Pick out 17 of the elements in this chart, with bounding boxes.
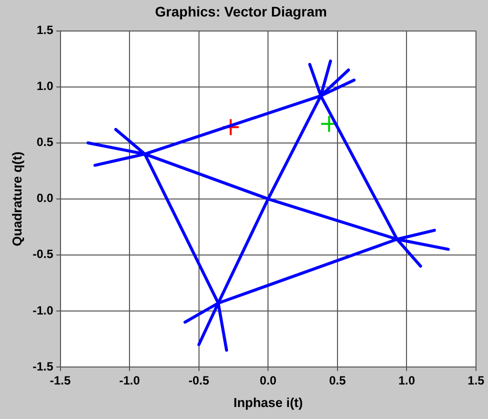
x-tick-label: -1.0	[119, 374, 140, 388]
y-tick-label: 0.5	[36, 135, 54, 150]
y-tick-label: 1.0	[36, 79, 54, 94]
x-tick-label: -1.5	[50, 374, 71, 388]
y-tick-label: -1.0	[32, 303, 54, 318]
y-tick-label: 0.0	[36, 191, 54, 206]
x-tick-label: -0.5	[188, 374, 210, 388]
x-tick-label: 0.0	[260, 374, 277, 388]
y-tick-label: -0.5	[32, 247, 54, 262]
x-tick-label: 1.5	[468, 374, 485, 388]
chart-title: Graphics: Vector Diagram	[155, 3, 327, 20]
y-axis-title: Quadrature q(t)	[9, 152, 24, 246]
x-tick-label: 1.0	[398, 374, 416, 388]
y-tick-label: 1.5	[36, 23, 54, 38]
x-axis-title: Inphase i(t)	[233, 394, 303, 410]
x-tick-label: 0.5	[329, 374, 346, 388]
y-tick-label: -1.5	[32, 359, 54, 374]
